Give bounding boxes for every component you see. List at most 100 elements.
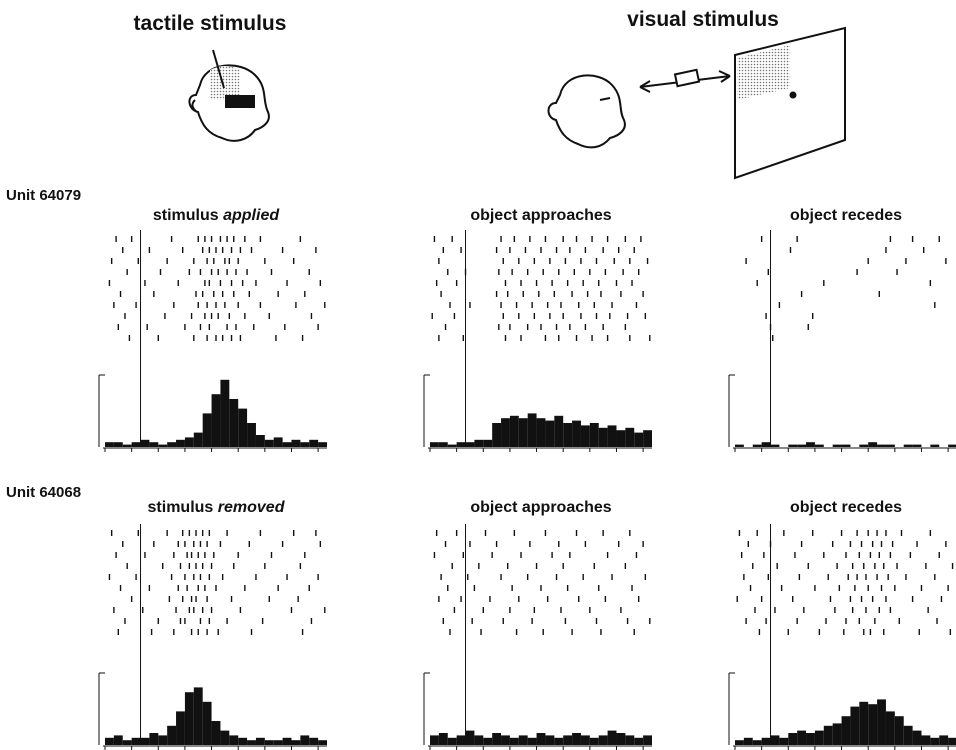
histogram-bar [509, 415, 519, 447]
histogram-bar [492, 423, 502, 447]
histogram-bar [797, 730, 807, 745]
histogram-bar [131, 737, 141, 745]
histogram-bar [176, 711, 185, 745]
histogram-bar [465, 442, 475, 447]
histogram-bar [273, 740, 283, 745]
histogram-bar [948, 444, 956, 447]
histogram-bar [300, 735, 310, 745]
histogram-bar [814, 444, 824, 447]
histogram-bar [527, 413, 537, 447]
histogram-bar [554, 737, 564, 745]
histogram-bar [545, 735, 555, 745]
histogram-bar [509, 737, 519, 745]
histogram-bar [318, 740, 327, 745]
histogram-bar [634, 432, 644, 447]
histogram-bar [291, 439, 301, 447]
histogram-bar [580, 735, 590, 745]
histogram-bar [948, 737, 956, 745]
histogram-bar [291, 740, 301, 745]
unit-label: Unit 64068 [6, 484, 81, 501]
histogram-bar [761, 737, 771, 745]
histogram-bar [456, 735, 466, 745]
histogram-bar [850, 706, 860, 745]
histogram-bar [877, 699, 886, 745]
histogram-bar [202, 701, 212, 745]
histogram-bar [752, 444, 762, 447]
panel-title: object approaches [470, 207, 611, 224]
histogram-bar [930, 737, 940, 745]
histogram-bar [447, 737, 457, 745]
histogram-bar [474, 735, 484, 745]
histogram-bar [140, 737, 150, 745]
histogram-bar [282, 737, 292, 745]
histogram-bar [589, 423, 599, 447]
histogram-bar [554, 415, 564, 447]
histogram-bar [113, 442, 123, 447]
histogram-bar [202, 413, 212, 447]
histogram-bar [752, 740, 762, 745]
title-text: object recedes [790, 499, 902, 516]
panel-title: stimulus applied [153, 207, 280, 224]
histogram-bar [158, 444, 168, 447]
histogram-bar [309, 439, 319, 447]
histogram-bar [545, 420, 555, 447]
histogram-bar [255, 435, 265, 447]
title-emphasis: removed [218, 499, 286, 516]
panel-title: object approaches [470, 499, 611, 516]
histogram-bar [536, 733, 546, 745]
histogram-bar [912, 444, 922, 447]
histogram-bar [921, 735, 931, 745]
histogram-bar [625, 427, 635, 447]
histogram-bar [238, 408, 248, 447]
histogram-bar [572, 420, 581, 447]
title-text: stimulus [153, 207, 219, 224]
histogram-bar [247, 740, 256, 745]
histogram-bar [607, 730, 617, 745]
histogram-bar [580, 425, 590, 447]
histogram-bar [255, 737, 265, 745]
histogram-bar [456, 442, 466, 447]
histogram-bar [193, 687, 203, 745]
histogram-bar [430, 442, 439, 447]
histogram-bar [823, 725, 833, 745]
histogram-bar [912, 730, 922, 745]
histogram-bar [770, 444, 780, 447]
histogram-bar [211, 721, 221, 745]
histogram-bar [563, 735, 573, 745]
histogram-bar [158, 735, 168, 745]
histogram-bar [282, 442, 292, 447]
tactile-monkey [188, 49, 270, 142]
histogram-bar [743, 737, 753, 745]
panel-title: object recedes [790, 207, 902, 224]
title-text: object approaches [470, 207, 611, 224]
histogram-bar [806, 442, 815, 447]
histogram-bar [122, 740, 132, 745]
histogram-bar [105, 737, 114, 745]
histogram-bar [300, 442, 310, 447]
histogram-bar [176, 439, 185, 447]
histogram-bar [474, 439, 484, 447]
histogram-bar [492, 733, 502, 745]
histogram-bar [770, 735, 780, 745]
histogram-bar [318, 442, 327, 447]
histogram-bar [868, 704, 878, 745]
histogram-bar [761, 442, 771, 447]
histogram-bar [483, 737, 493, 745]
histogram-bar [788, 444, 798, 447]
histogram-bar [501, 735, 510, 745]
histogram-bar [438, 442, 448, 447]
histogram-bar [735, 444, 744, 447]
histogram-bar [634, 737, 644, 745]
histogram-bar [167, 442, 177, 447]
histogram-bar [903, 444, 913, 447]
histogram-bar [438, 733, 448, 745]
histogram-bar [430, 735, 439, 745]
histogram-bar [939, 735, 949, 745]
histogram-bar [563, 423, 573, 447]
histogram-bar [184, 437, 194, 447]
histogram-bar [140, 439, 150, 447]
histogram-bar [149, 733, 159, 745]
histogram-bar [797, 444, 807, 447]
histogram-bar [859, 701, 869, 745]
